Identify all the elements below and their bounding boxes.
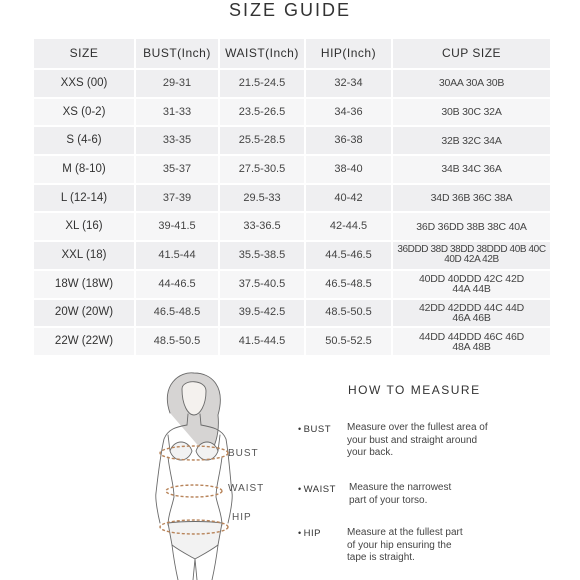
how-to-measure-title: HOW TO MEASURE: [348, 383, 481, 397]
table-row: 20W (20W) 46.5-48.5 39.5-42.5 48.5-50.5 …: [34, 299, 550, 327]
header-hip: HIP(Inch): [306, 39, 391, 68]
bust-cell: 33-35: [136, 127, 218, 155]
cup-size-cell: 36DDD 38D 38DD 38DDD 40B 40C 40D 42A 42B: [393, 242, 550, 269]
table-row: M (8-10) 35-37 27.5-30.5 38-40 34B 34C 3…: [34, 156, 550, 183]
size-cell: S (4-6): [34, 127, 134, 155]
size-cell: M (8-10): [34, 156, 134, 183]
bust-cell: 41.5-44: [136, 242, 218, 269]
size-cell: 20W (20W): [34, 299, 134, 327]
header-cup-size: CUP SIZE: [393, 39, 550, 68]
size-cell: L (12-14): [34, 184, 134, 212]
waist-cell: 39.5-42.5: [220, 299, 304, 327]
hip-cell: 40-42: [306, 184, 391, 212]
cup-size-cell: 34D 36B 36C 38A: [393, 184, 550, 212]
hip-cell: 32-34: [306, 70, 391, 97]
size-cell: XXS (00): [34, 70, 134, 97]
page-title: SIZE GUIDE: [228, 0, 351, 20]
waist-cell: 41.5-44.5: [220, 328, 304, 355]
measure-desc-bust: Measure over the fullest area of your bu…: [347, 422, 488, 458]
measure-term-label: HIP: [303, 528, 321, 539]
bust-cell: 35-37: [136, 156, 218, 183]
table-row: S (4-6) 33-35 25.5-28.5 36-38 32B 32C 34…: [34, 127, 550, 155]
hip-cell: 34-36: [306, 98, 391, 126]
hip-cell: 42-44.5: [306, 213, 391, 241]
waist-cell: 21.5-24.5: [220, 70, 304, 97]
hip-cell: 44.5-46.5: [306, 242, 391, 269]
hip-cell: 38-40: [306, 156, 391, 183]
hip-cell: 46.5-48.5: [306, 270, 391, 298]
header-size: SIZE: [34, 39, 134, 68]
waist-cell: 33-36.5: [220, 213, 304, 241]
header-waist: WAIST(Inch): [220, 39, 304, 68]
measure-desc-waist: Measure the narrowest part of your torso…: [349, 482, 452, 506]
cup-size-cell: 44DD 44DDD 46C 46D 48A 48B: [393, 328, 550, 355]
cup-size-cell: 30AA 30A 30B: [393, 70, 550, 97]
bust-cell: 39-41.5: [136, 213, 218, 241]
cup-size-cell: 42DD 42DDD 44C 44D 46A 46B: [393, 299, 550, 327]
measure-term-label: WAIST: [303, 484, 336, 495]
size-cell: 18W (18W): [34, 270, 134, 298]
waist-cell: 27.5-30.5: [220, 156, 304, 183]
size-cell: XL (16): [34, 213, 134, 241]
measure-term-label: BUST: [303, 424, 331, 435]
table-row: XXS (00) 29-31 21.5-24.5 32-34 30AA 30A …: [34, 70, 550, 97]
hip-cell: 50.5-52.5: [306, 328, 391, 355]
measure-term-waist: • WAIST: [298, 484, 336, 495]
cup-size-cell: 32B 32C 34A: [393, 127, 550, 155]
bust-cell: 44-46.5: [136, 270, 218, 298]
cup-size-cell: 36D 36DD 38B 38C 40A: [393, 213, 550, 241]
bullet-icon: •: [298, 528, 302, 538]
waist-figure-label: WAIST: [228, 483, 265, 494]
bust-cell: 46.5-48.5: [136, 299, 218, 327]
table-row: XXL (18) 41.5-44 35.5-38.5 44.5-46.5 36D…: [34, 242, 550, 269]
cup-size-cell: 30B 30C 32A: [393, 98, 550, 126]
hip-figure-label: HIP: [232, 512, 252, 523]
body-measure-illustration: [155, 372, 233, 580]
table-row: 22W (22W) 48.5-50.5 41.5-44.5 50.5-52.5 …: [34, 328, 550, 355]
bust-cell: 48.5-50.5: [136, 328, 218, 355]
hip-cell: 36-38: [306, 127, 391, 155]
cup-size-cell: 40DD 40DDD 42C 42D 44A 44B: [393, 270, 550, 298]
table-row: L (12-14) 37-39 29.5-33 40-42 34D 36B 36…: [34, 184, 550, 212]
table-header-row: SIZE BUST(Inch) WAIST(Inch) HIP(Inch) CU…: [34, 39, 550, 68]
size-cell: XXL (18): [34, 242, 134, 269]
waist-cell: 35.5-38.5: [220, 242, 304, 269]
bullet-icon: •: [298, 424, 302, 434]
hip-cell: 48.5-50.5: [306, 299, 391, 327]
measure-term-bust: • BUST: [298, 424, 331, 435]
bust-cell: 37-39: [136, 184, 218, 212]
size-guide-table: SIZE BUST(Inch) WAIST(Inch) HIP(Inch) CU…: [32, 37, 552, 357]
bust-cell: 29-31: [136, 70, 218, 97]
bust-cell: 31-33: [136, 98, 218, 126]
measure-term-hip: • HIP: [298, 528, 321, 539]
bust-figure-label: BUST: [228, 448, 259, 459]
size-cell: XS (0-2): [34, 98, 134, 126]
table-row: 18W (18W) 44-46.5 37.5-40.5 46.5-48.5 40…: [34, 270, 550, 298]
waist-cell: 25.5-28.5: [220, 127, 304, 155]
cup-size-cell: 34B 34C 36A: [393, 156, 550, 183]
bullet-icon: •: [298, 484, 302, 494]
header-bust: BUST(Inch): [136, 39, 218, 68]
table-row: XS (0-2) 31-33 23.5-26.5 34-36 30B 30C 3…: [34, 98, 550, 126]
table-row: XL (16) 39-41.5 33-36.5 42-44.5 36D 36DD…: [34, 213, 550, 241]
waist-cell: 23.5-26.5: [220, 98, 304, 126]
waist-cell: 29.5-33: [220, 184, 304, 212]
measure-desc-hip: Measure at the fullest part of your hip …: [347, 527, 463, 563]
size-cell: 22W (22W): [34, 328, 134, 355]
waist-cell: 37.5-40.5: [220, 270, 304, 298]
